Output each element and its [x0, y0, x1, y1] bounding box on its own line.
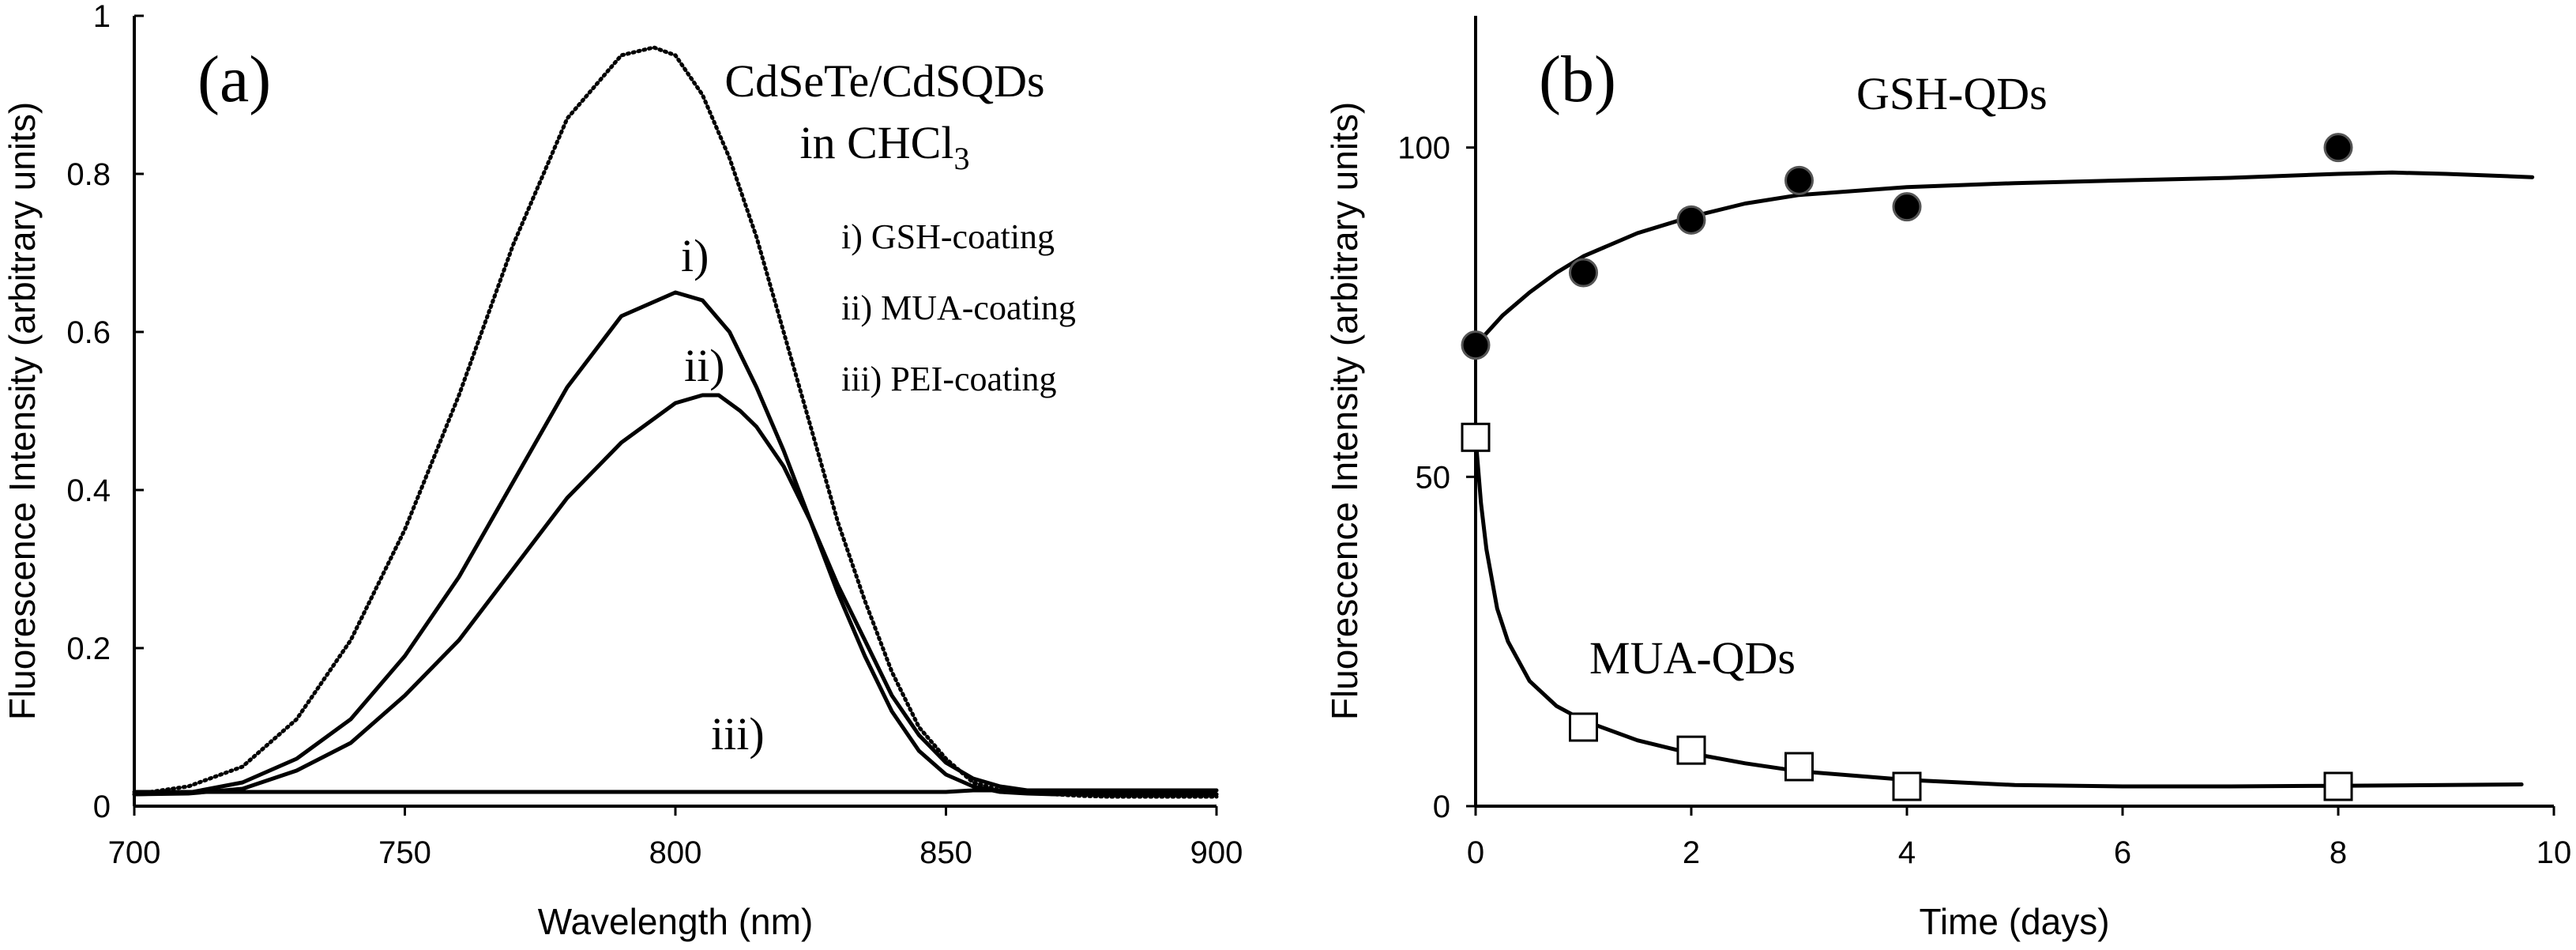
mua-data-point: [1676, 735, 1706, 765]
panel-a: 0 0.2 0.4 0.6 0.8 1 700 750 800 850 900 (a) CdSeT…: [2, 0, 1243, 942]
panel-a-x-tick-label: 850: [919, 835, 972, 870]
panel-b-x-tick-label: 8: [2330, 835, 2347, 870]
gsh-data-point: [1461, 330, 1491, 360]
mua-data-point: [1892, 771, 1922, 801]
panel-a-y-tick-label: 0.4: [66, 473, 111, 508]
panel-a-x-tick-label: 750: [378, 835, 431, 870]
panel-a-y-tick-label: 0.2: [66, 631, 111, 666]
gsh-data-point: [1676, 205, 1706, 235]
curve-label-ii: ii): [684, 340, 725, 391]
legend-item-pei: iii) PEI-coating: [841, 360, 1057, 398]
panel-b-x-tick-label: 0: [1467, 835, 1484, 870]
panel-b-y-axis-label: Fluorescence Intensity (arbitrary units): [1324, 102, 1365, 720]
annotation-sub-subscript: 3: [954, 141, 970, 176]
gsh-fit-curve: [1473, 170, 2535, 348]
gsh-data-point: [1569, 258, 1598, 288]
panel-b-x-tick-label: 4: [1898, 835, 1916, 870]
panel-b-y-tick-label: 0: [1433, 790, 1450, 824]
panel-b-y-tick-label: 50: [1416, 460, 1451, 495]
panel-a-y-ticks: 0 0.2 0.4 0.6 0.8 1: [66, 0, 144, 824]
series-gsh-coating: [132, 290, 1219, 797]
panel-a-annotation-title: CdSeTe/CdSQDs: [724, 55, 1044, 107]
panel-b-y-ticks: 0 50 100: [1397, 131, 1476, 824]
panel-b-series: [1461, 133, 2535, 801]
panel-b-label: (b): [1539, 43, 1616, 116]
series-chcl3-dotted: [132, 45, 1219, 799]
panel-b-x-tick-label: 6: [2114, 835, 2131, 870]
mua-data-point: [1569, 712, 1598, 742]
gsh-data-point: [2323, 133, 2353, 163]
panel-b-x-tick-label: 2: [1683, 835, 1700, 870]
panel-a-x-axis-label: Wavelength (nm): [538, 901, 814, 942]
panel-a-annotation-sub: in CHCl3: [800, 117, 970, 176]
panel-a-y-axis-label: Fluorescence Intensity (arbitrary units): [2, 102, 43, 720]
panel-a-y-tick-label: 0.8: [66, 157, 111, 192]
mua-fit-curve: [1473, 435, 2524, 789]
annotation-sub-prefix: in CHCl: [800, 117, 954, 168]
panel-a-plot-area: 0 0.2 0.4 0.6 0.8 1 700 750 800 850 900: [66, 0, 1243, 870]
panel-a-x-tick-label: 800: [649, 835, 702, 870]
panel-a-x-tick-label: 700: [108, 835, 161, 870]
panel-a-x-ticks: 700 750 800 850 900: [108, 806, 1243, 870]
curve-label-iii: iii): [711, 708, 765, 760]
gsh-qds-label: GSH-QDs: [1856, 68, 2048, 119]
mua-data-point: [2323, 771, 2353, 801]
legend-item-gsh: i) GSH-coating: [841, 217, 1055, 256]
series-pei-coating: [132, 788, 1219, 794]
panel-b-x-tick-label: 10: [2537, 835, 2572, 870]
panel-a-label: (a): [197, 43, 271, 116]
gsh-data-point: [1784, 165, 1814, 195]
panel-a-y-tick-label: 1: [93, 0, 111, 34]
gsh-data-point: [1892, 192, 1922, 222]
panel-b-x-axis-label: Time (days): [1919, 901, 2109, 942]
mua-data-point: [1784, 752, 1814, 782]
series-mua-coating: [132, 393, 1219, 797]
panel-b: 0 50 100 0 2 4 6 8 10 (b) GSH-QDs MUA-QDs Time …: [1324, 16, 2571, 942]
panel-a-y-tick-label: 0.6: [66, 315, 111, 350]
panel-a-x-tick-label: 900: [1190, 835, 1243, 870]
curve-label-i: i): [681, 230, 709, 281]
panel-a-y-tick-label: 0: [93, 790, 111, 824]
panel-b-x-ticks: 0 2 4 6 8 10: [1467, 806, 2571, 870]
panel-b-y-tick-label: 100: [1397, 131, 1450, 166]
panel-a-series: [132, 45, 1219, 799]
legend-item-mua: ii) MUA-coating: [841, 288, 1076, 327]
mua-data-point: [1461, 422, 1491, 452]
mua-qds-label: MUA-QDs: [1589, 632, 1796, 684]
